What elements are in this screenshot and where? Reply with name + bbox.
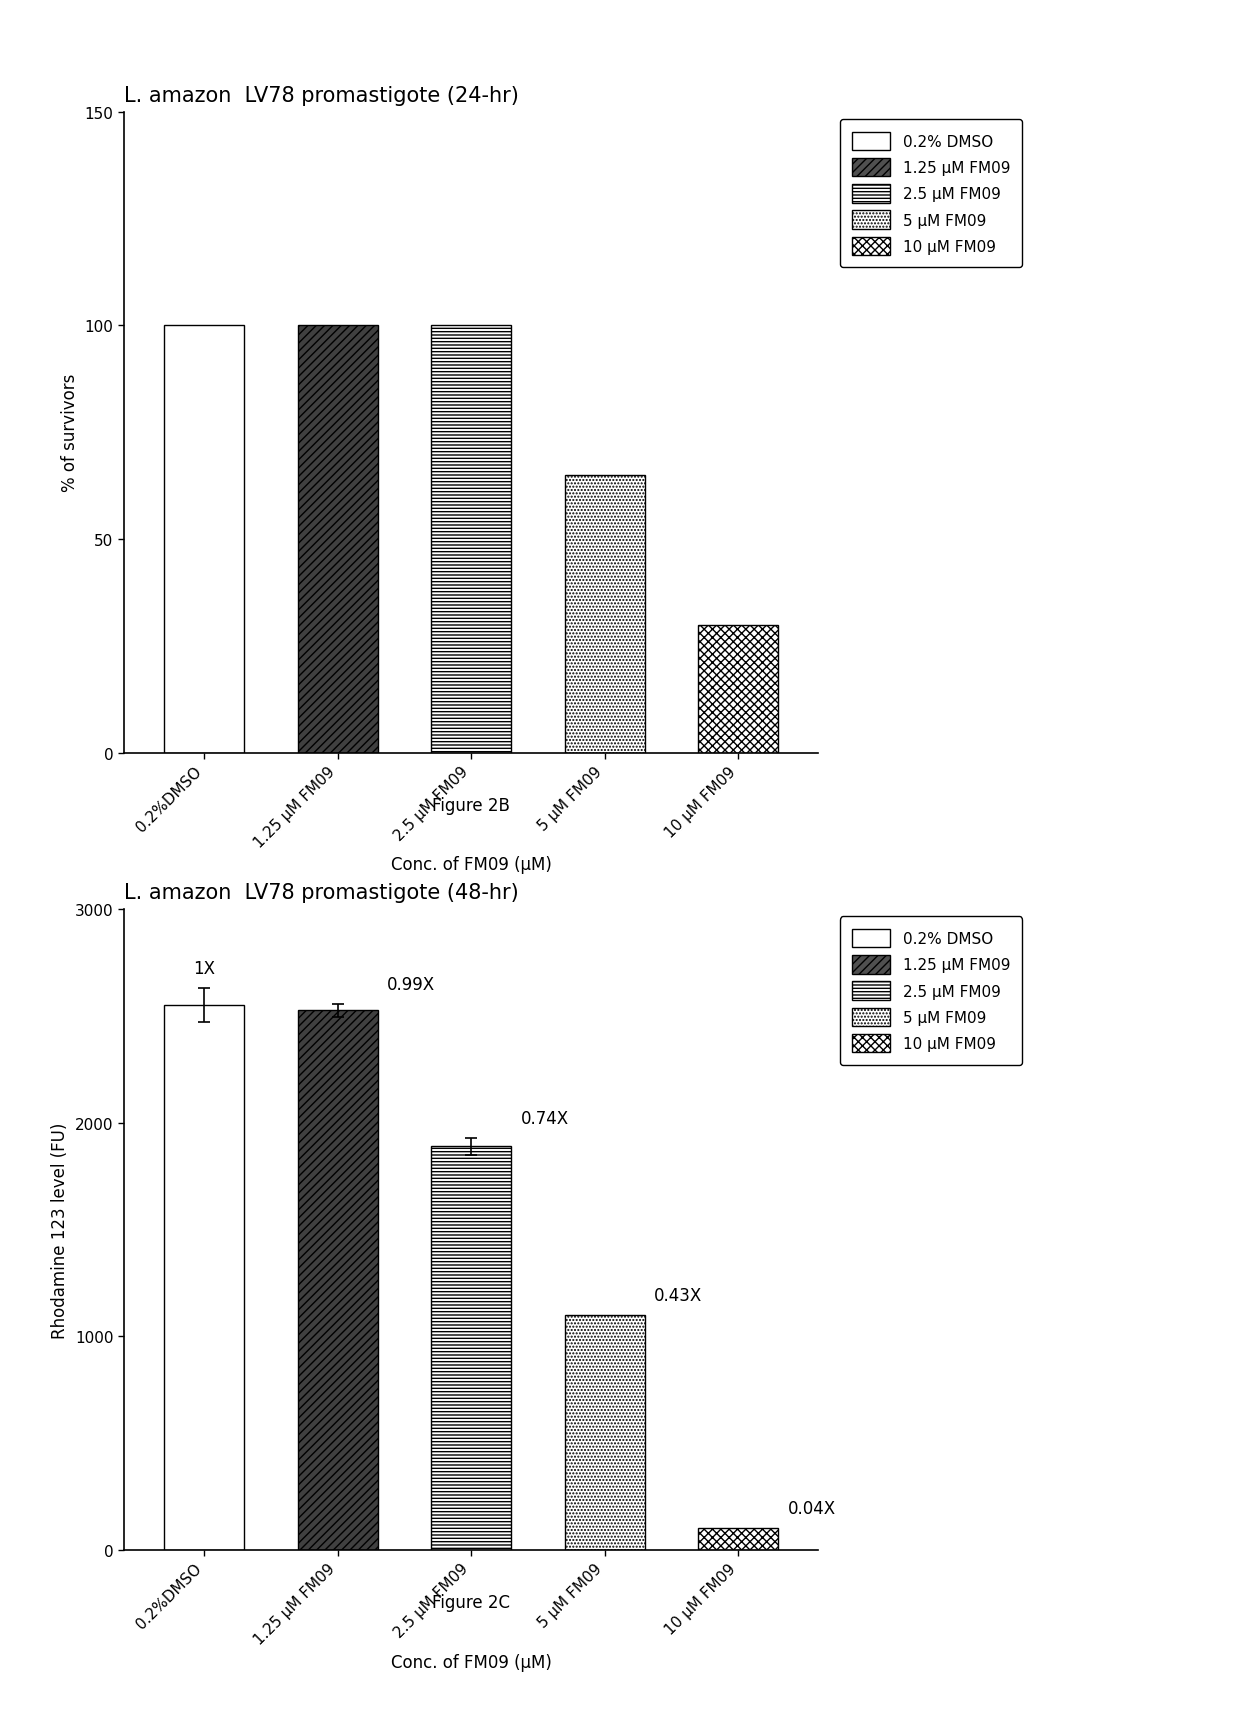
Bar xyxy=(298,1011,378,1550)
Bar xyxy=(432,326,511,753)
Y-axis label: Rhodamine 123 level (FU): Rhodamine 123 level (FU) xyxy=(51,1122,69,1337)
Bar xyxy=(164,1005,244,1550)
Bar xyxy=(298,326,378,753)
Bar xyxy=(432,1147,511,1550)
Bar xyxy=(564,476,645,753)
Bar xyxy=(698,625,779,753)
X-axis label: Conc. of FM09 (μM): Conc. of FM09 (μM) xyxy=(391,1652,552,1671)
Text: 0.43X: 0.43X xyxy=(653,1287,702,1304)
Text: L. amazon  LV78 promastigote (48-hr): L. amazon LV78 promastigote (48-hr) xyxy=(124,882,518,902)
Bar xyxy=(698,1528,779,1550)
Text: 1X: 1X xyxy=(193,960,215,977)
Bar xyxy=(564,1315,645,1550)
Bar xyxy=(164,326,244,753)
Text: 0.74X: 0.74X xyxy=(521,1108,569,1128)
Text: L. amazon  LV78 promastigote (24-hr): L. amazon LV78 promastigote (24-hr) xyxy=(124,85,518,106)
Text: Figure 2C: Figure 2C xyxy=(433,1593,510,1611)
Text: Figure 2B: Figure 2B xyxy=(433,797,510,814)
Legend: 0.2% DMSO, 1.25 μM FM09, 2.5 μM FM09, 5 μM FM09, 10 μM FM09: 0.2% DMSO, 1.25 μM FM09, 2.5 μM FM09, 5 … xyxy=(839,916,1022,1065)
Text: 0.99X: 0.99X xyxy=(387,975,435,994)
Legend: 0.2% DMSO, 1.25 μM FM09, 2.5 μM FM09, 5 μM FM09, 10 μM FM09: 0.2% DMSO, 1.25 μM FM09, 2.5 μM FM09, 5 … xyxy=(839,120,1022,268)
Text: 0.04X: 0.04X xyxy=(787,1498,836,1517)
X-axis label: Conc. of FM09 (μM): Conc. of FM09 (μM) xyxy=(391,856,552,875)
Y-axis label: % of survivors: % of survivors xyxy=(61,374,79,492)
